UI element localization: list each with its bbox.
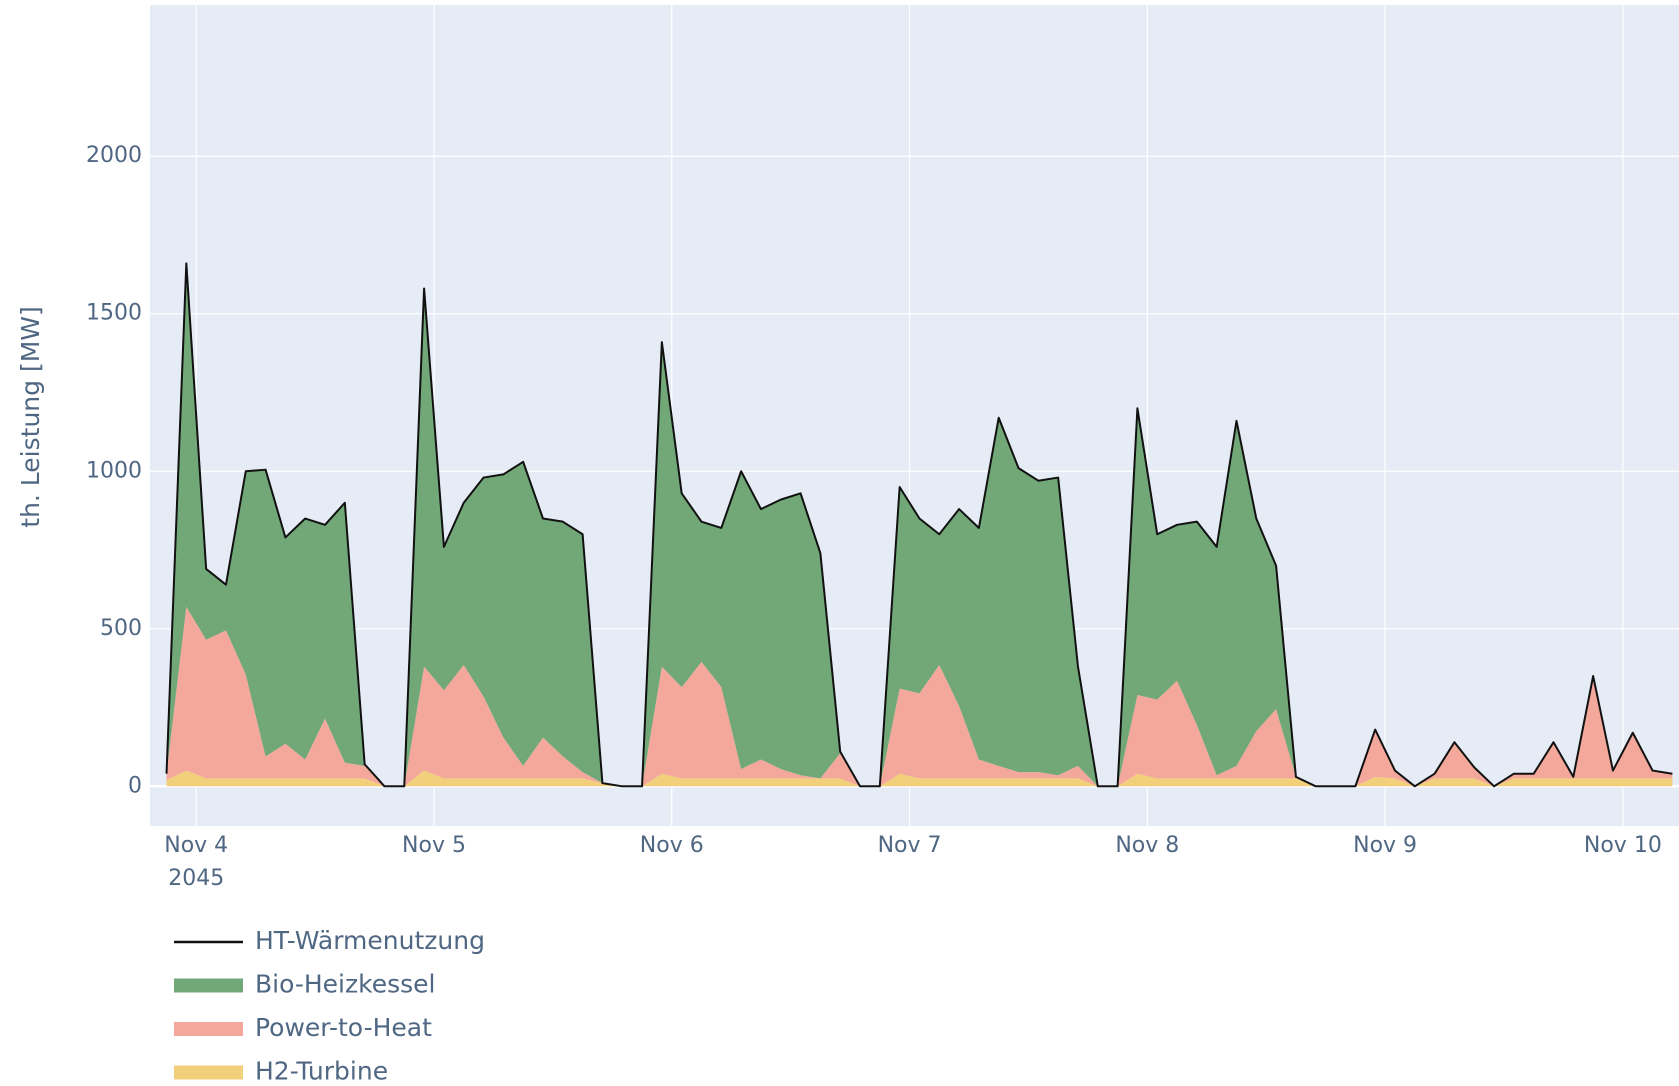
y-tick-label: 500 (100, 616, 142, 641)
legend-label: HT-Wärmenutzung (255, 926, 485, 955)
area (166, 263, 1673, 787)
x-tick-label: Nov 5 (402, 833, 466, 858)
y-tick-label: 0 (128, 773, 142, 798)
x-tick-label: Nov 8 (1115, 833, 1179, 858)
legend: HT-Wärmenutzung Bio-Heizkessel Power-to-He… (174, 926, 485, 1086)
y-tick-label: 2000 (86, 143, 142, 168)
legend-swatch (174, 1022, 243, 1036)
legend-swatch (174, 978, 243, 993)
legend-label: Power-to-Heat (255, 1013, 432, 1042)
area (166, 770, 1673, 787)
y-axis-label: th. Leistung [MW] (16, 306, 45, 527)
x-tick-label: Nov 7 (878, 833, 942, 858)
legend-swatch (174, 1065, 243, 1080)
y-tick-label: 1500 (86, 301, 142, 326)
x-tick-label: Nov 6 (640, 833, 704, 858)
legend-label: Bio-Heizkessel (255, 970, 435, 999)
y-tick-label: 1000 (86, 458, 142, 483)
x-tick-year: 2045 (168, 866, 224, 891)
legend-label: H2-Turbine (255, 1057, 388, 1086)
x-tick-label: Nov 4 (164, 833, 228, 858)
line (165, 262, 1673, 788)
x-tick-label: Nov 10 (1584, 833, 1662, 858)
x-tick-label: Nov 9 (1353, 833, 1417, 858)
area (166, 606, 1673, 787)
